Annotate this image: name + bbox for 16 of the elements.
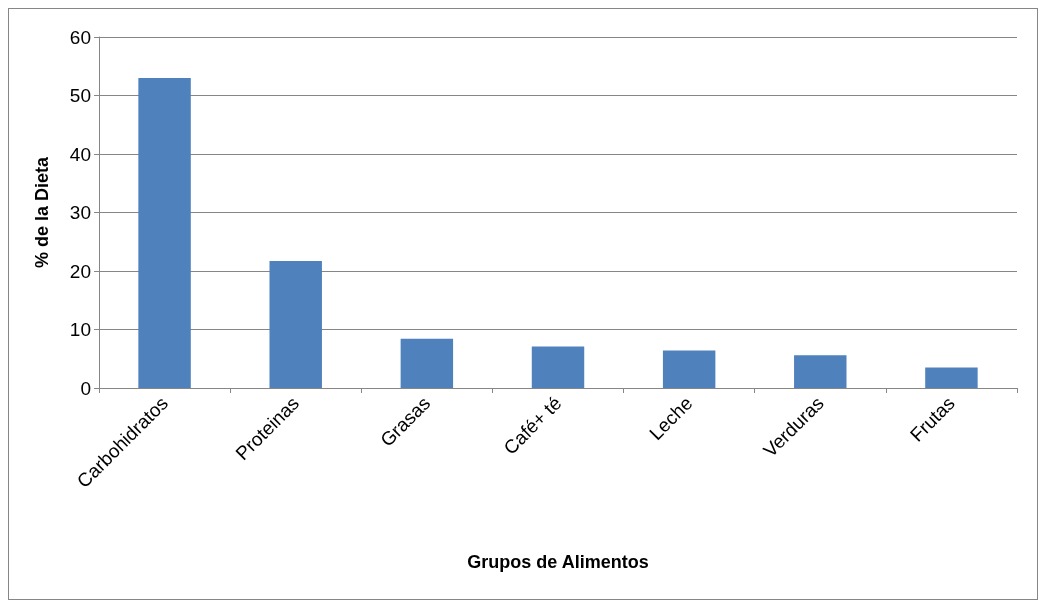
bar	[400, 338, 454, 388]
y-tick-label: 60	[69, 26, 91, 48]
bar	[138, 77, 191, 388]
y-tick-label: 40	[69, 143, 91, 165]
bar	[925, 367, 978, 388]
bar	[269, 261, 322, 388]
y-tick-label: 20	[69, 260, 91, 282]
y-tick-label: 10	[69, 319, 91, 340]
bar	[531, 346, 585, 388]
y-tick-label: 50	[69, 85, 91, 106]
y-tick-label: 30	[69, 202, 91, 223]
y-axis-title: % de la Dieta	[32, 155, 52, 269]
bar	[662, 350, 716, 388]
x-axis-title: Grupos de Alimentos	[467, 552, 649, 572]
y-tick-label: 0	[80, 377, 91, 399]
bar	[794, 355, 847, 388]
